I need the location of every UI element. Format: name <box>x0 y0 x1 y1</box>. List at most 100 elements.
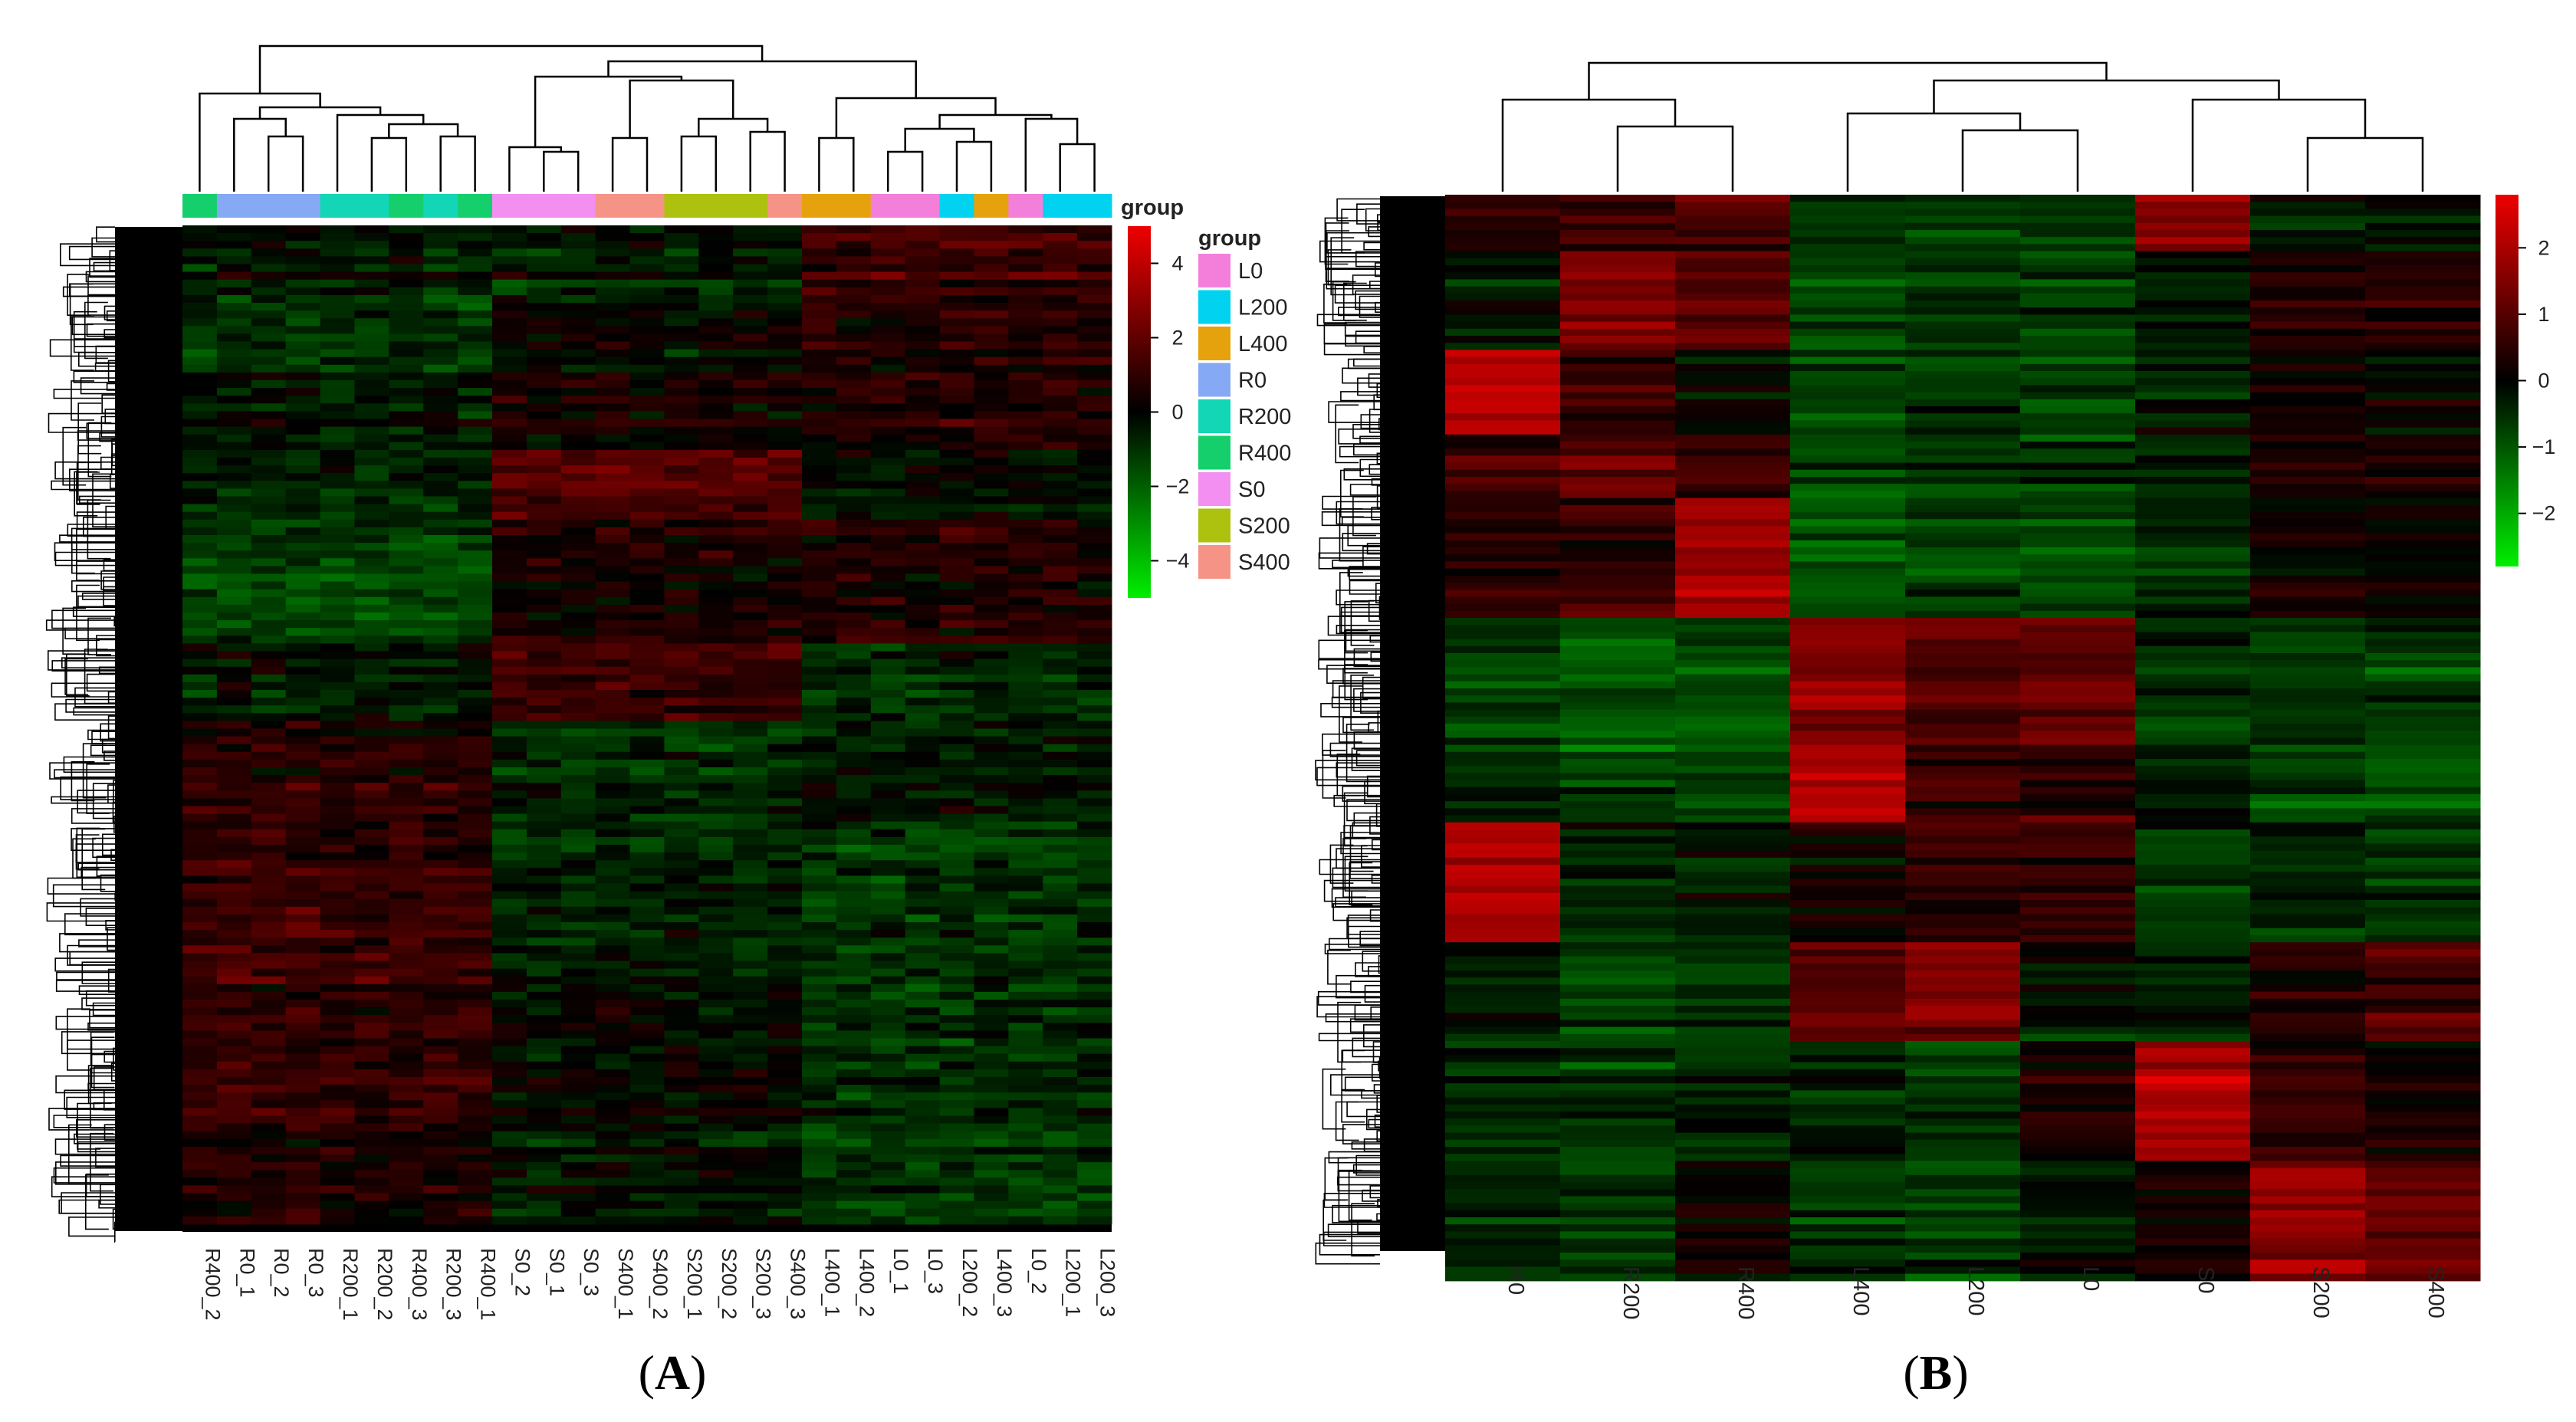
heatmap-cell <box>698 1123 734 1132</box>
heatmap-cell <box>320 1077 355 1085</box>
heatmap-cell <box>1790 251 1906 259</box>
heatmap-cell <box>836 674 872 683</box>
heatmap-cell <box>1790 540 1906 548</box>
heatmap-cell <box>423 875 458 885</box>
heatmap-cell <box>423 1108 458 1117</box>
heatmap-cell <box>698 326 734 334</box>
heatmap-cell <box>2250 434 2366 442</box>
heatmap-cell <box>560 573 596 583</box>
heatmap-cell <box>389 225 424 234</box>
heatmap-cell <box>802 403 837 412</box>
heatmap-cell <box>1560 300 1676 308</box>
heatmap-cell <box>836 465 872 474</box>
heatmap-cell <box>458 225 493 234</box>
heatmap-cell <box>216 883 252 892</box>
heatmap-cell <box>1905 907 2021 915</box>
heatmap-cell <box>320 349 355 358</box>
heatmap-cell <box>939 883 974 892</box>
heatmap-cell <box>251 434 287 443</box>
heatmap-cell <box>320 898 355 908</box>
heatmap-cell <box>905 364 941 373</box>
heatmap-cell <box>1043 1162 1078 1171</box>
heatmap-cell <box>389 891 424 900</box>
heatmap-cell <box>423 241 458 249</box>
heatmap-cell <box>423 1077 458 1085</box>
heatmap-cell <box>664 938 699 946</box>
heatmap-cell <box>1043 1193 1078 1202</box>
heatmap-cell <box>1560 477 1676 484</box>
heatmap-cell <box>974 883 1009 892</box>
heatmap-cell <box>216 690 252 698</box>
heatmap-cell <box>423 1170 458 1178</box>
heatmap-cell <box>698 775 734 783</box>
heatmap-cell <box>458 333 493 343</box>
heatmap-cell <box>1675 300 1791 308</box>
heatmap-cell <box>182 1138 218 1148</box>
tree-link <box>1372 839 1380 851</box>
heatmap-cell <box>836 527 872 536</box>
heatmap-cell <box>526 1208 562 1217</box>
heatmap-cell <box>251 1030 287 1039</box>
tree-link <box>1316 996 1380 1018</box>
heatmap-cell <box>216 566 252 575</box>
heatmap-cell <box>182 287 218 296</box>
heatmap-cell <box>2365 420 2481 429</box>
heatmap-cell <box>458 527 493 536</box>
heatmap-cell <box>1077 543 1112 551</box>
heatmap-cell <box>1077 364 1112 373</box>
heatmap-cell <box>423 798 458 807</box>
heatmap-cell <box>836 488 872 498</box>
heatmap-cell <box>1008 736 1043 745</box>
heatmap-cell <box>1077 511 1112 521</box>
heatmap-cell <box>905 1092 941 1101</box>
heatmap-cell <box>1445 251 1561 259</box>
heatmap-cell <box>2135 399 2251 407</box>
heatmap-cell <box>1008 303 1043 311</box>
heatmap-cell <box>2250 392 2366 400</box>
heatmap-cell <box>767 930 803 938</box>
heatmap-cell <box>767 473 803 481</box>
heatmap-cell <box>1008 813 1043 823</box>
heatmap-cell <box>1445 709 1561 718</box>
heatmap-cell <box>182 426 218 435</box>
heatmap-cell <box>2135 363 2251 372</box>
heatmap-cell <box>182 326 218 334</box>
heatmap-cell <box>2250 215 2366 224</box>
heatmap-cell <box>939 628 974 636</box>
heatmap-cell <box>2250 526 2366 534</box>
heatmap-cell <box>698 504 734 513</box>
heatmap-cell <box>767 1000 803 1008</box>
heatmap-cell <box>389 798 424 807</box>
heatmap-cell <box>285 318 321 327</box>
heatmap-cell <box>1445 293 1561 301</box>
heatmap-cell <box>974 775 1009 783</box>
heatmap-cell <box>1445 215 1561 224</box>
heatmap-cell <box>216 449 252 458</box>
heatmap-cell <box>1560 343 1676 350</box>
heatmap-cell <box>802 287 837 296</box>
heatmap-cell <box>251 573 287 583</box>
heatmap-cell <box>354 681 389 691</box>
heatmap-cell <box>492 968 527 977</box>
heatmap-cell <box>1675 808 1791 816</box>
heatmap-cell <box>389 279 424 288</box>
heatmap-cell <box>802 759 837 768</box>
heatmap-cell <box>182 1069 218 1078</box>
heatmap-cell <box>836 798 872 807</box>
heatmap-cell <box>1790 336 1906 343</box>
heatmap-cell <box>939 318 974 327</box>
heatmap-cell <box>423 488 458 498</box>
heatmap-cell <box>182 1061 218 1070</box>
heatmap-cell <box>733 790 768 799</box>
annotation-cell <box>939 194 974 218</box>
heatmap-cell <box>216 698 252 706</box>
heatmap-cell <box>1675 328 1791 337</box>
heatmap-cell <box>216 604 252 613</box>
heatmap-cell <box>664 303 699 311</box>
heatmap-cell <box>560 1177 596 1186</box>
heatmap-cell <box>767 736 803 745</box>
heatmap-cell <box>939 458 974 466</box>
heatmap-cell <box>423 1115 458 1125</box>
heatmap-cell <box>767 241 803 249</box>
heatmap-cell <box>767 883 803 892</box>
